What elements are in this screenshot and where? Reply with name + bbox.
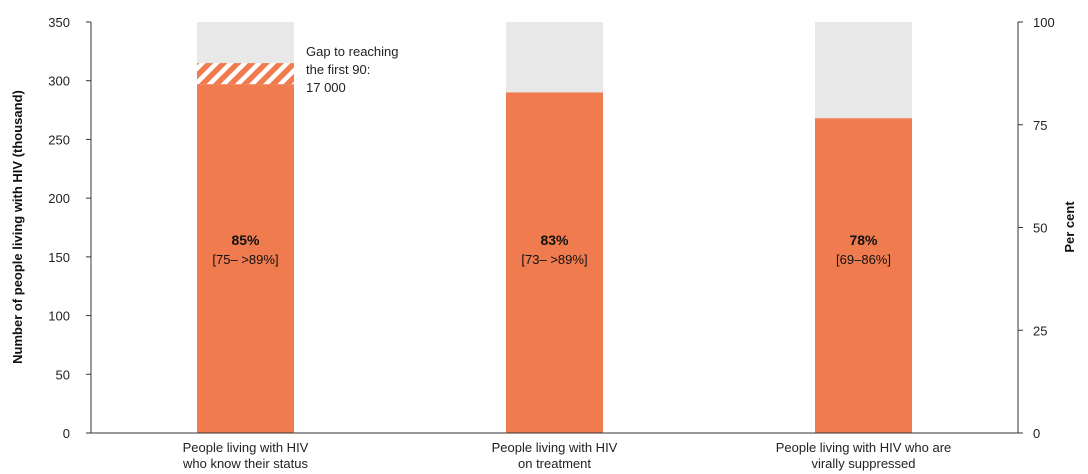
bar-range-label: [69–86%] [836,252,891,267]
left-tick-label: 300 [48,74,70,89]
left-tick-label: 350 [48,15,70,30]
right-tick-label: 75 [1033,118,1047,133]
right-axis-ticks: 0 25 50 75 100 [1018,15,1055,441]
left-tick-label: 150 [48,250,70,265]
right-tick-label: 0 [1033,426,1040,441]
gap-annotation-line: Gap to reaching [306,44,399,59]
bar [197,84,294,433]
category-label: who know their status [182,456,309,471]
bar-percent-label: 78% [849,232,878,248]
left-tick-label: 200 [48,191,70,206]
gap-annotation-line: 17 000 [306,80,346,95]
bar-labels: 85% [75– >89%] 83% [73– >89%] 78% [69–86%] [212,232,891,267]
category-label: People living with HIV [183,440,309,455]
left-axis-ticks: 0 50 100 150 200 250 300 350 [48,15,91,441]
category-label: People living with HIV who are [776,440,952,455]
bar [506,92,603,433]
bars [197,22,912,433]
right-tick-label: 25 [1033,323,1047,338]
left-tick-label: 0 [63,426,70,441]
category-label: People living with HIV [492,440,618,455]
right-axis-title: Per cent [1062,201,1077,253]
gap-annotation-line: the first 90: [306,62,370,77]
gap-annotation: Gap to reaching the first 90: 17 000 [306,44,399,95]
right-tick-label: 50 [1033,221,1047,236]
right-tick-label: 100 [1033,15,1055,30]
bar-gap-segment [197,63,294,85]
left-tick-label: 250 [48,132,70,147]
left-tick-label: 100 [48,309,70,324]
bar-range-label: [75– >89%] [212,252,278,267]
bar [815,118,912,433]
category-label: virally suppressed [811,456,915,471]
bar-percent-label: 83% [540,232,569,248]
bar-range-label: [73– >89%] [521,252,587,267]
left-axis-title: Number of people living with HIV (thousa… [10,90,25,364]
left-tick-label: 50 [56,367,70,382]
category-label: on treatment [518,456,591,471]
bar-percent-label: 85% [231,232,260,248]
